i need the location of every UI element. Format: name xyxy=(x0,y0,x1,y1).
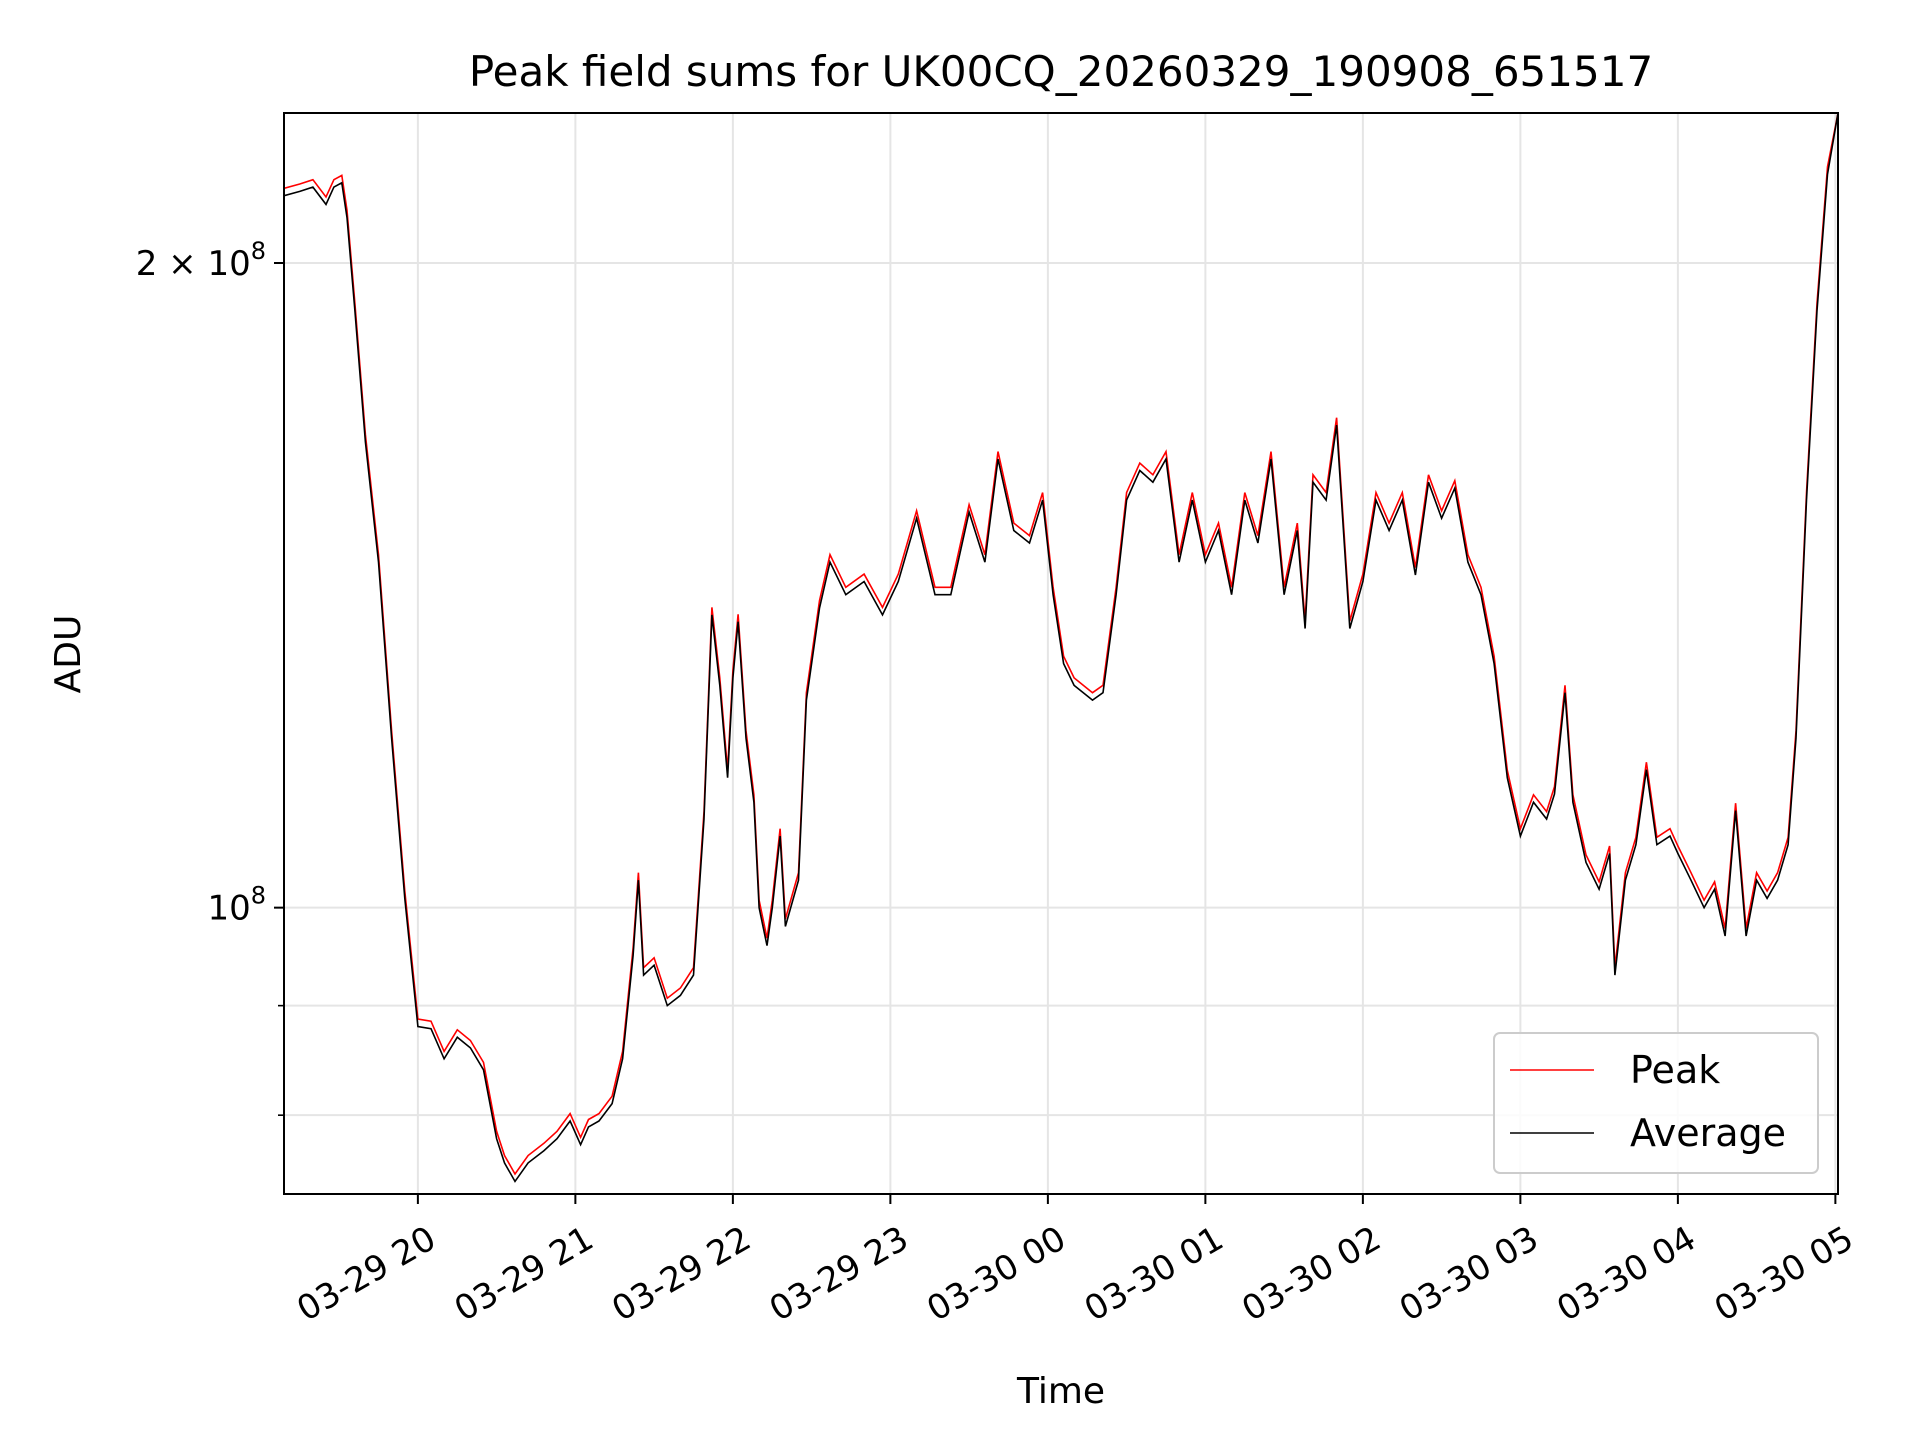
y-tick-label: 108 xyxy=(207,882,266,929)
legend-label-average: Average xyxy=(1630,1111,1786,1155)
plot-frame xyxy=(283,112,1839,1195)
series-line-average xyxy=(284,113,1838,1183)
legend: Peak Average xyxy=(1493,1032,1819,1174)
legend-label-peak: Peak xyxy=(1630,1048,1720,1092)
y-tick-label: 2 × 108 xyxy=(136,237,266,284)
y-axis-label: ADU xyxy=(48,615,89,694)
x-axis-label: Time xyxy=(1016,1371,1105,1412)
series-line-peak xyxy=(284,113,1838,1176)
legend-box xyxy=(1493,1032,1819,1174)
series-layer xyxy=(284,113,1838,1183)
chart-title: Peak field sums for UK00CQ_20260329_1909… xyxy=(469,47,1653,96)
